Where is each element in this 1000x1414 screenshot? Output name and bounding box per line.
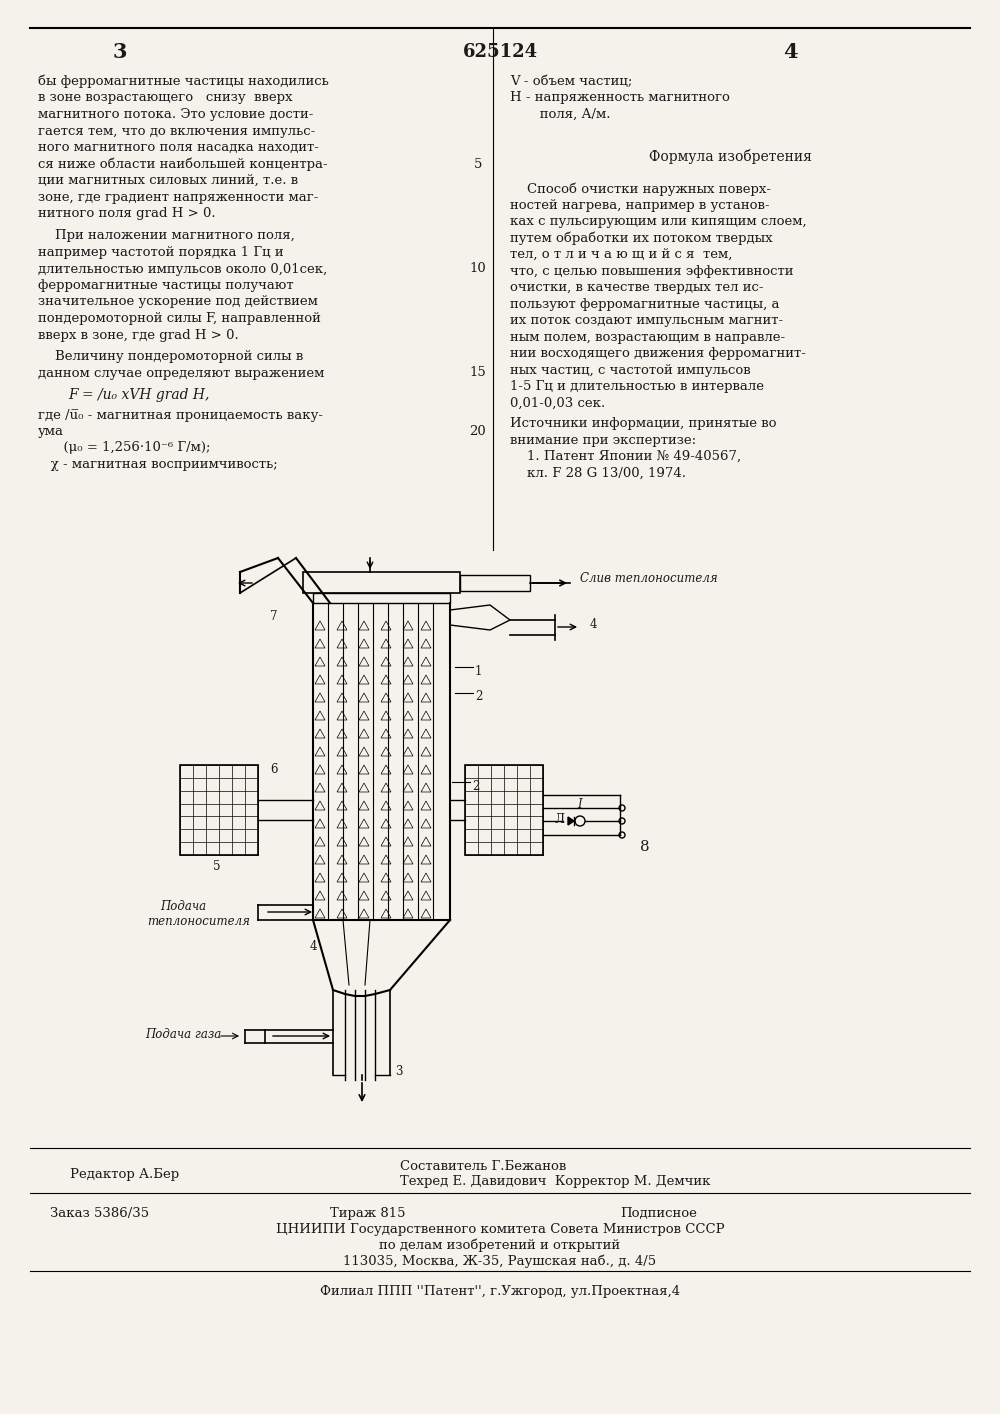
Text: значительное ускорение под действием: значительное ускорение под действием [38,296,318,308]
Text: ся ниже области наибольшей концентра-: ся ниже области наибольшей концентра- [38,157,328,171]
Text: бы ферромагнитные частицы находились: бы ферромагнитные частицы находились [38,75,329,89]
Text: Величину пондеромоторной силы в: Величину пондеромоторной силы в [38,351,303,363]
Text: Составитель Г.Бежанов: Составитель Г.Бежанов [400,1159,566,1174]
Text: 8: 8 [640,840,650,854]
Text: Заказ 5386/35: Заказ 5386/35 [50,1208,149,1220]
Polygon shape [568,817,574,824]
Text: I: I [577,797,582,812]
Text: 10: 10 [470,263,486,276]
Text: в зоне возрастающего   снизу  вверх: в зоне возрастающего снизу вверх [38,92,292,105]
Text: Техред Е. Давидович  Корректор М. Демчик: Техред Е. Давидович Корректор М. Демчик [400,1175,710,1188]
Text: Л: Л [555,813,565,826]
Text: гается тем, что до включения импульс-: гается тем, что до включения импульс- [38,124,315,137]
Text: ных частиц, с частотой импульсов: ных частиц, с частотой импульсов [510,363,751,376]
Text: что, с целью повышения эффективности: что, с целью повышения эффективности [510,264,794,277]
Text: магнитного потока. Это условие дости-: магнитного потока. Это условие дости- [38,107,313,122]
Text: теплоносителя: теплоносителя [147,915,250,928]
Text: Филиал ППП ''Патент'', г.Ужгород, ул.Проектная,4: Филиал ППП ''Патент'', г.Ужгород, ул.Про… [320,1285,680,1298]
Text: Подписное: Подписное [620,1208,697,1220]
Text: вверх в зоне, где grad H > 0.: вверх в зоне, где grad H > 0. [38,328,239,342]
Text: ностей нагрева, например в установ-: ностей нагрева, например в установ- [510,199,770,212]
Text: V - объем частиц;: V - объем частиц; [510,75,632,88]
Text: Редактор А.Бер: Редактор А.Бер [70,1168,179,1181]
Text: например частотой порядка 1 Гц и: например частотой порядка 1 Гц и [38,246,284,259]
Text: ЦНИИПИ Государственного комитета Совета Министров СССР: ЦНИИПИ Государственного комитета Совета … [276,1223,724,1236]
Text: ного магнитного поля насадка находит-: ного магнитного поля насадка находит- [38,141,319,154]
Text: пондеромоторной силы F, направленной: пондеромоторной силы F, направленной [38,312,321,325]
Text: Подача: Подача [160,899,206,913]
Text: ках с пульсирующим или кипящим слоем,: ках с пульсирующим или кипящим слоем, [510,215,807,228]
Text: 1: 1 [475,665,482,677]
Text: Слив теплоносителя: Слив теплоносителя [580,573,718,585]
Text: по делам изобретений и открытий: по делам изобретений и открытий [379,1239,621,1253]
Text: 6: 6 [270,764,278,776]
Text: тел, о т л и ч а ю щ и й с я  тем,: тел, о т л и ч а ю щ и й с я тем, [510,249,732,262]
Text: 4: 4 [783,42,797,62]
Text: 2: 2 [475,690,482,703]
Text: ума: ума [38,426,64,438]
Text: ции магнитных силовых линий, т.е. в: ции магнитных силовых линий, т.е. в [38,174,298,187]
Text: Способ очистки наружных поверх-: Способ очистки наружных поверх- [510,182,771,195]
Text: длительностью импульсов около 0,01сек,: длительностью импульсов около 0,01сек, [38,263,327,276]
Text: где /u̅₀ - магнитная проницаемость ваку-: где /u̅₀ - магнитная проницаемость ваку- [38,409,323,421]
Text: поля, А/м.: поля, А/м. [510,107,610,122]
Text: внимание при экспертизе:: внимание при экспертизе: [510,434,696,447]
Text: 3: 3 [395,1065,402,1077]
Text: 0,01-0,03 сек.: 0,01-0,03 сек. [510,397,605,410]
Text: 1. Патент Японии № 49-40567,: 1. Патент Японии № 49-40567, [510,450,741,464]
Text: нитного поля grad H > 0.: нитного поля grad H > 0. [38,206,216,221]
Text: 15: 15 [470,366,486,379]
Text: 113035, Москва, Ж-35, Раушская наб., д. 4/5: 113035, Москва, Ж-35, Раушская наб., д. … [343,1256,657,1268]
Text: F = /u₀ xVH grad H,: F = /u₀ xVH grad H, [68,387,209,402]
Text: 2: 2 [472,781,479,793]
Text: Источники информации, принятые во: Источники информации, принятые во [510,417,776,430]
Text: Тираж 815: Тираж 815 [330,1208,406,1220]
Text: Подача газа: Подача газа [145,1028,221,1041]
Text: ферромагнитные частицы получают: ферромагнитные частицы получают [38,279,294,293]
Text: 3: 3 [113,42,127,62]
Text: 4: 4 [310,940,318,953]
Text: пользуют ферромагнитные частицы, а: пользуют ферромагнитные частицы, а [510,298,780,311]
Text: 4: 4 [590,618,598,631]
Text: ным полем, возрастающим в направле-: ным полем, возрастающим в направле- [510,331,785,344]
Text: зоне, где градиент напряженности маг-: зоне, где градиент напряженности маг- [38,191,318,204]
Text: очистки, в качестве твердых тел ис-: очистки, в качестве твердых тел ис- [510,281,764,294]
Text: нии восходящего движения ферромагнит-: нии восходящего движения ферромагнит- [510,348,806,361]
Text: 1-5 Гц и длительностью в интервале: 1-5 Гц и длительностью в интервале [510,380,764,393]
Text: 5: 5 [213,860,220,872]
Text: H - напряженность магнитного: H - напряженность магнитного [510,92,730,105]
Text: Формула изобретения: Формула изобретения [649,150,811,164]
Text: их поток создают импульсным магнит-: их поток создают импульсным магнит- [510,314,783,327]
Text: χ - магнитная восприимчивость;: χ - магнитная восприимчивость; [38,458,278,471]
Text: 5: 5 [474,157,482,171]
Text: При наложении магнитного поля,: При наложении магнитного поля, [38,229,295,242]
Text: 7: 7 [270,609,278,624]
Text: (μ₀ = 1,256·10⁻⁶ Г/м);: (μ₀ = 1,256·10⁻⁶ Г/м); [38,441,210,454]
Text: кл. F 28 G 13/00, 1974.: кл. F 28 G 13/00, 1974. [510,467,686,479]
Text: 625124: 625124 [462,42,538,61]
Text: путем обработки их потоком твердых: путем обработки их потоком твердых [510,232,773,245]
Text: 20: 20 [470,426,486,438]
Text: данном случае определяют выражением: данном случае определяют выражением [38,366,324,379]
